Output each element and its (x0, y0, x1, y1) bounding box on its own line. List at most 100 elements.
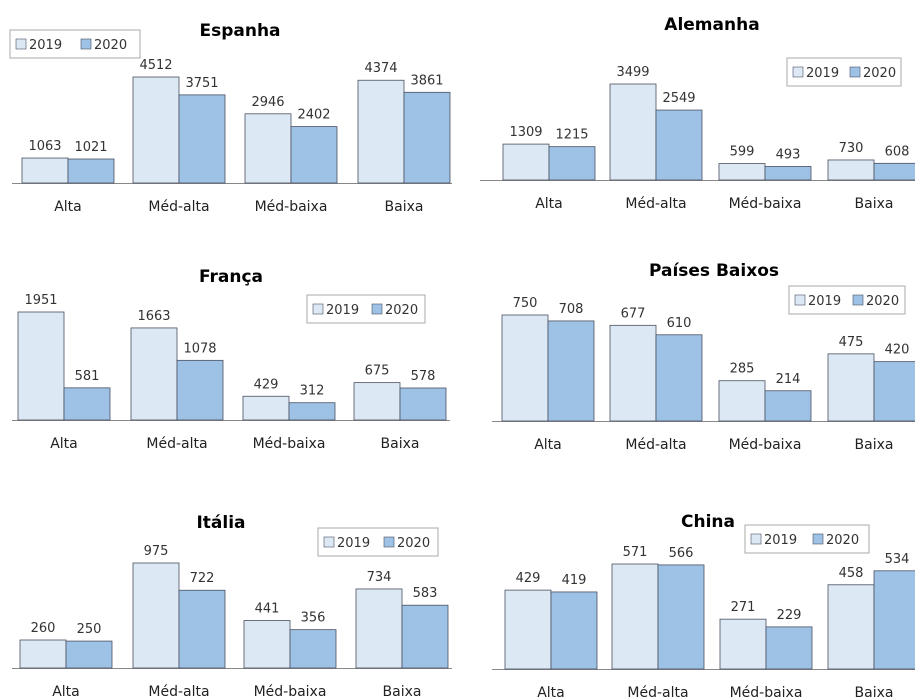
data-label: 2402 (297, 108, 330, 123)
data-label: 730 (839, 141, 864, 156)
data-label: 441 (255, 602, 280, 617)
category-label: Alta (54, 199, 82, 215)
category-label: Alta (50, 436, 78, 452)
bar-2019 (827, 584, 875, 670)
data-label: 2549 (662, 91, 695, 106)
category-label: Méd-alta (625, 437, 686, 453)
bar-2019 (827, 353, 875, 422)
bar-2019 (132, 562, 180, 669)
bar-2019 (504, 589, 552, 670)
bar-2020 (765, 626, 813, 670)
legend-label-2019: 2019 (806, 66, 839, 81)
category-label: Baixa (385, 199, 424, 215)
category-label: Alta (535, 196, 563, 212)
data-label: 420 (885, 343, 910, 358)
data-label: 1021 (74, 140, 107, 155)
data-label: 750 (513, 296, 538, 311)
bar-2019 (355, 588, 403, 669)
legend-swatch-2019 (15, 38, 27, 50)
data-label: 1663 (137, 309, 170, 324)
category-label: Baixa (855, 685, 894, 700)
category-label: Méd-alta (148, 684, 209, 700)
bar-2019 (718, 163, 766, 181)
bar-2020 (288, 402, 336, 421)
data-label: 675 (365, 364, 390, 379)
bar-2020 (873, 570, 915, 670)
category-label: Baixa (383, 684, 422, 700)
category-label: Méd-baixa (729, 196, 802, 212)
legend: 2019 2020 (744, 524, 870, 554)
legend-swatch-2019 (750, 533, 762, 545)
legend: 2019 2020 (788, 285, 906, 315)
data-label: 285 (730, 362, 755, 377)
bar-2020 (548, 146, 596, 181)
legend-label-2019: 2019 (337, 536, 370, 551)
bar-2019 (718, 380, 766, 422)
chart-paises-baixos: Países Baixos 750 708 Alta 677 610 Méd-alta 28… (492, 261, 915, 453)
legend-swatch-2020 (849, 66, 861, 78)
bar-2019 (21, 157, 69, 184)
chart-title: Espanha (199, 21, 280, 41)
legend-swatch-2020 (80, 38, 92, 50)
chart-franca: França 1951 581 Alta 1663 1078 Méd-alta 429 312… (12, 267, 450, 452)
data-label: 2946 (251, 95, 284, 110)
legend: 2019 2020 (786, 57, 902, 87)
category-label: Baixa (855, 437, 894, 453)
data-label: 4512 (139, 58, 172, 73)
data-label: 271 (731, 600, 756, 615)
legend-box (744, 524, 870, 554)
data-label: 599 (730, 145, 755, 160)
bar-2019 (132, 76, 180, 184)
bar-2020 (764, 390, 812, 422)
data-label: 1951 (24, 293, 57, 308)
legend-swatch-2019 (323, 536, 335, 548)
bar-2019 (611, 563, 659, 670)
bar-2020 (655, 334, 703, 422)
legend-label-2020: 2020 (385, 303, 418, 318)
data-label: 4374 (364, 61, 397, 76)
legend-label-2020: 2020 (866, 294, 899, 309)
data-label: 583 (413, 586, 438, 601)
bar-2019 (19, 639, 67, 669)
legend-label-2020: 2020 (863, 66, 896, 81)
data-label: 1215 (555, 128, 588, 143)
bar-2020 (547, 320, 595, 422)
chart-title: Alemanha (664, 15, 759, 35)
data-label: 608 (885, 144, 910, 159)
data-label: 3499 (616, 65, 649, 80)
legend-box (317, 527, 439, 557)
category-label: Méd-alta (146, 436, 207, 452)
legend-box (306, 294, 426, 324)
legend-label-2019: 2019 (808, 294, 841, 309)
data-label: 458 (839, 566, 864, 581)
data-label: 1063 (28, 139, 61, 154)
category-label: Méd-baixa (254, 684, 327, 700)
legend-swatch-2019 (794, 294, 806, 306)
bar-2020 (289, 629, 337, 669)
data-label: 214 (776, 372, 801, 387)
legend-label-2019: 2019 (326, 303, 359, 318)
bar-2019 (353, 382, 401, 421)
data-label: 708 (559, 302, 584, 317)
category-label: Baixa (855, 196, 894, 212)
data-label: 356 (301, 611, 326, 626)
bar-2019 (827, 159, 875, 181)
data-label: 975 (144, 544, 169, 559)
bar-2020 (290, 126, 338, 184)
chart-title: Países Baixos (649, 261, 779, 281)
bar-2019 (609, 324, 657, 422)
legend: 2019 2020 (9, 29, 141, 59)
legend-label-2020: 2020 (826, 533, 859, 548)
legend: 2019 2020 (317, 527, 439, 557)
category-label: Alta (534, 437, 562, 453)
data-label: 566 (669, 546, 694, 561)
category-label: Méd-baixa (253, 436, 326, 452)
bar-2020 (403, 91, 451, 184)
legend-swatch-2020 (852, 294, 864, 306)
legend-label-2020: 2020 (94, 38, 127, 53)
data-label: 571 (623, 545, 648, 560)
bar-2020 (401, 604, 449, 669)
bar-2020 (67, 158, 115, 184)
chart-alemanha: Alemanha 1309 1215 Alta 3499 2549 Méd-alta 599… (480, 15, 915, 212)
bar-2019 (357, 79, 405, 184)
